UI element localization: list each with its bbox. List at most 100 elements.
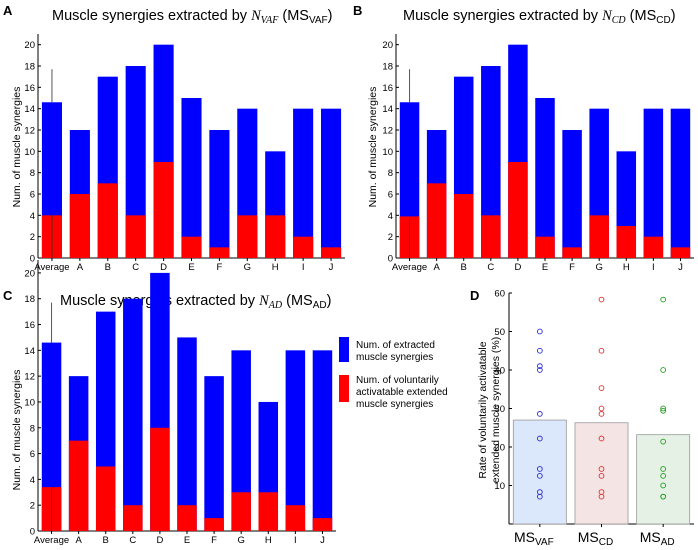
bar-voluntary — [265, 215, 286, 258]
bar-voluntary — [258, 492, 279, 531]
data-point-ad — [660, 493, 667, 500]
x-tick-label: I — [302, 262, 305, 273]
y-tick-label: 6 — [30, 190, 35, 201]
bar-extracted — [312, 350, 333, 531]
y-tick-label: 14 — [24, 346, 35, 357]
panel-label-d: D — [470, 288, 479, 303]
x-tick-label: J — [320, 535, 325, 545]
y-tick-label: 50 — [494, 327, 505, 338]
bar-voluntary — [204, 518, 224, 531]
y-tick-label: 60 — [494, 289, 505, 300]
x-tick-label: Average — [34, 535, 69, 545]
y-tick-label: 0 — [30, 254, 35, 265]
y-tick-label: 20 — [494, 443, 505, 454]
y-tick-label: 18 — [24, 62, 35, 73]
bar-extracted — [320, 108, 342, 259]
x-tick-label: E — [184, 535, 190, 545]
rate-bar-ad — [636, 434, 691, 525]
panel-label-a: A — [3, 3, 13, 18]
bar-voluntary — [153, 162, 174, 258]
y-tick-label: 12 — [24, 126, 35, 137]
y-tick-label: 0 — [388, 254, 393, 265]
data-point-ad — [660, 407, 667, 414]
x-tick-label: F — [569, 262, 575, 273]
data-point-cd — [598, 466, 605, 472]
y-axis-label-b: Num. of muscle synergies — [367, 87, 379, 208]
bar-voluntary — [181, 236, 202, 258]
bar-extracted — [285, 350, 306, 531]
x-tick-label: F — [211, 535, 217, 545]
plot-area-b: 0 2 4 6 8 10 12 14 16 18 20 Average A B C D E F G H I J — [382, 34, 694, 273]
x-tick-label: D — [156, 535, 163, 545]
bar-voluntary — [481, 215, 501, 258]
legend-swatch-voluntary — [339, 375, 349, 402]
x-tick-label: B — [105, 262, 111, 273]
data-point-vaf — [536, 367, 543, 373]
data-point-ad — [660, 367, 667, 373]
data-point-ad — [660, 405, 667, 412]
y-tick-label: 18 — [382, 62, 393, 73]
bar-voluntary — [209, 247, 230, 258]
data-point-ad — [660, 438, 667, 445]
bar-extracted — [209, 130, 230, 258]
bar-extracted — [181, 98, 202, 258]
bar-voluntary — [231, 492, 251, 531]
y-tick-label: 8 — [30, 168, 35, 179]
data-point-vaf — [536, 435, 543, 442]
data-point-vaf — [536, 328, 543, 335]
bar-voluntary — [535, 236, 555, 258]
y-tick-label: 4 — [30, 211, 35, 222]
legend-label-voluntary-1: Num. of voluntarily — [356, 375, 439, 386]
y-tick-label: 12 — [382, 126, 393, 137]
x-tick-label: G — [244, 262, 251, 273]
bar-extracted — [670, 108, 691, 259]
x-tick-label: J — [329, 262, 334, 273]
data-point-vaf — [536, 493, 543, 500]
legend: Num. of extracted muscle synergies Num. … — [339, 337, 448, 410]
y-tick-label: 8 — [30, 423, 35, 434]
bar-voluntary — [320, 247, 342, 258]
data-point-ad — [660, 466, 667, 472]
bar-extracted — [123, 298, 143, 531]
y-tick-label: 0 — [30, 527, 35, 538]
y-tick-label: 10 — [494, 481, 505, 492]
legend-label-extracted-2: muscle synergies — [356, 352, 433, 363]
data-point-vaf — [536, 466, 543, 472]
bar-voluntary — [453, 194, 474, 258]
bar-voluntary — [97, 183, 118, 258]
panel-a: A Muscle synergies extracted by NVAF (MS… — [3, 3, 345, 273]
panel-d: D Rate of voluntarily activatable extend… — [470, 288, 694, 548]
y-tick-label: 4 — [30, 475, 35, 486]
bar-voluntary — [177, 505, 197, 531]
plot-area-a: 0 2 4 6 8 10 12 14 16 18 20 Average A B C D E F G H I J — [24, 34, 345, 273]
x-tick-label: A — [77, 262, 84, 273]
bar-voluntary — [643, 236, 664, 258]
bar-voluntary — [312, 518, 333, 531]
bar-extracted — [562, 130, 582, 258]
panel-c: C Muscle synergies extracted by NAD (MSA… — [3, 260, 336, 546]
data-point-vaf — [536, 473, 543, 479]
y-tick-label: 4 — [388, 211, 393, 222]
y-tick-label: 2 — [30, 501, 35, 512]
y-tick-label: 40 — [494, 366, 505, 377]
data-point-cd — [598, 405, 605, 412]
x-tick-label: G — [595, 262, 602, 273]
bar-voluntary — [562, 247, 582, 258]
data-point-cd — [598, 493, 605, 500]
y-tick-label: 14 — [24, 104, 35, 115]
y-tick-label: 2 — [388, 232, 393, 243]
bar-voluntary — [125, 215, 146, 258]
bar-voluntary — [508, 162, 528, 258]
panel-label-c: C — [3, 288, 13, 303]
x-tick-label: G — [237, 535, 244, 545]
panel-label-b: B — [353, 3, 362, 18]
x-tick-label: F — [217, 262, 223, 273]
x-tick-label: C — [132, 262, 139, 273]
data-point-ad — [660, 482, 667, 489]
y-axis-label-c: Num. of muscle synergies — [11, 370, 23, 491]
bar-extracted — [41, 342, 62, 531]
data-point-cd — [598, 347, 605, 354]
data-point-cd — [598, 435, 605, 442]
